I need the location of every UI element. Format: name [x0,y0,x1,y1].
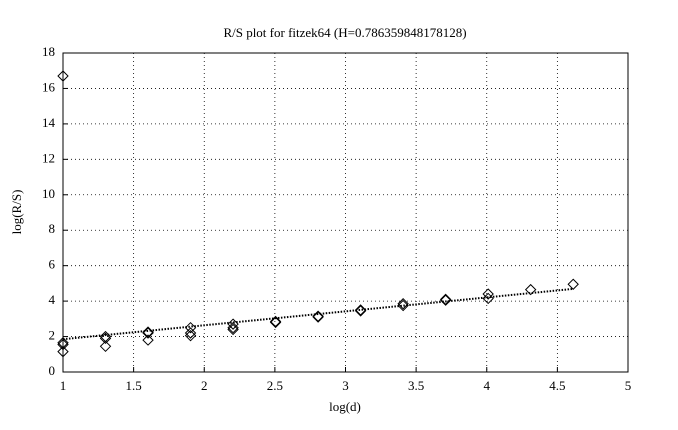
x-tick-label: 2.5 [267,378,283,393]
data-point [397,299,409,312]
x-tick-label: 1.5 [126,378,142,393]
x-tick-label: 4 [484,378,491,393]
x-tick-label: 3.5 [408,378,424,393]
y-tick-label: 12 [42,150,55,165]
data-point [57,345,69,358]
y-tick-label: 0 [49,363,56,378]
x-tick-label: 2 [201,378,208,393]
data-point [57,70,69,82]
data-point [57,337,69,349]
chart-title: R/S plot for fitzek64 (H=0.7863598481781… [223,25,466,40]
fit-line [62,287,574,341]
data-point [184,329,197,342]
y-tick-label: 2 [49,328,56,343]
y-tick-label: 4 [49,292,56,307]
y-axis-label: log(R/S) [9,190,24,235]
data-point [227,321,239,334]
data-point [354,304,367,316]
x-tick-label: 1 [60,378,67,393]
x-axis-label: log(d) [329,399,361,414]
data-point [482,288,494,300]
data-point [524,283,537,296]
y-tick-label: 10 [42,186,55,201]
data-point [439,293,452,306]
data-point [184,327,197,339]
y-tick-label: 16 [42,79,56,94]
data-point [227,323,239,336]
data-point [99,340,112,353]
data-point [57,338,69,351]
x-tick-label: 5 [625,378,632,393]
y-tick-label: 8 [49,221,56,236]
data-point [312,311,324,323]
y-tick-label: 14 [42,115,56,130]
data-point [184,321,197,334]
data-point [439,294,452,306]
data-point [354,305,367,317]
data-point [269,316,282,329]
data-point [567,278,579,290]
y-tick-label: 18 [42,44,55,59]
data-point [269,315,282,328]
x-tick-label: 4.5 [549,378,565,393]
y-tick-label: 6 [49,257,56,272]
data-point [142,334,154,346]
x-tick-label: 3 [342,378,349,393]
data-point [397,298,409,310]
plot-frame [62,52,629,373]
data-point [99,332,112,345]
